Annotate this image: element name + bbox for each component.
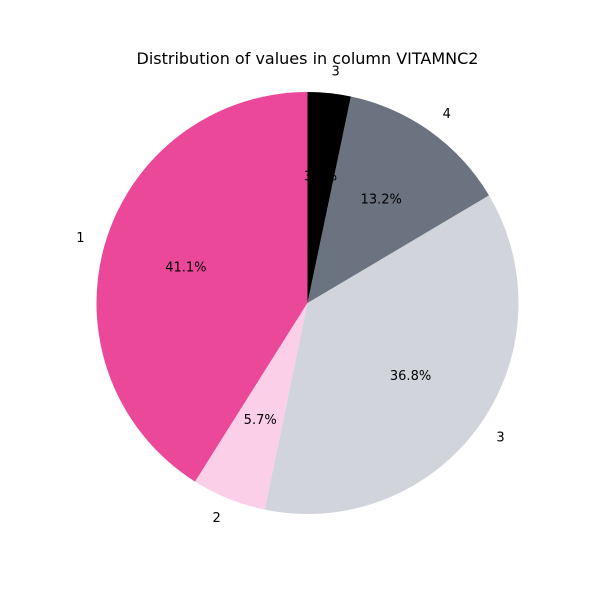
slice-category-label: 3 — [331, 65, 339, 80]
slice-percent-label: 3.3% — [304, 170, 337, 185]
pie-slice-1 — [96, 92, 308, 482]
slice-percent-label: 13.2% — [361, 193, 402, 208]
slice-category-label: 1 — [76, 231, 84, 246]
pie-slice-4 — [307, 96, 490, 303]
slice-percent-label: 41.1% — [165, 260, 206, 275]
pie-labels: 41.1% 1 5.7% 2 36.8% 3 13.2% 4 3.3% 3 — [76, 65, 504, 526]
slice-percent-label: 36.8% — [390, 369, 431, 384]
slice-percent-label: 5.7% — [244, 413, 277, 428]
pie-slice-5 — [307, 92, 351, 303]
slice-category-label: 2 — [213, 511, 221, 526]
pie-slice-3 — [264, 195, 519, 514]
pie-slice-2 — [195, 303, 308, 510]
slice-category-label: 3 — [496, 430, 504, 445]
slice-category-label: 4 — [443, 107, 451, 122]
pie-slices — [96, 92, 519, 514]
chart-title: Distribution of values in column VITAMNC… — [137, 49, 479, 68]
